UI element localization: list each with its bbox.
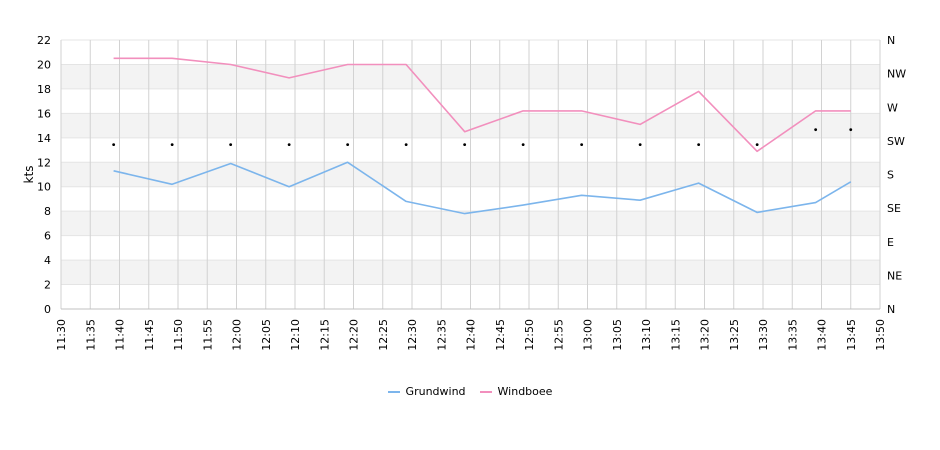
series-line-windboee (113, 57, 851, 153)
x-tick-label: 13:25 (728, 319, 741, 351)
direction-point (229, 143, 233, 147)
x-tick-label: 13:40 (816, 319, 829, 351)
y-tick-label: 14 (37, 132, 51, 145)
y2-tick-label: SW (887, 135, 905, 148)
direction-point (346, 143, 350, 147)
y-tick-label: 22 (37, 34, 51, 47)
y2-tick-label: NW (887, 68, 906, 81)
direction-point (404, 143, 408, 147)
x-tick-label: 13:35 (786, 319, 799, 351)
x-tick-label: 11:40 (114, 319, 127, 351)
y2-tick-label: N (887, 34, 895, 47)
direction-point (849, 128, 853, 132)
y-tick-label: 20 (37, 58, 51, 71)
direction-point (580, 143, 584, 147)
y-tick-label: 6 (44, 230, 51, 243)
y2-tick-label: SE (887, 202, 901, 215)
x-tick-label: 11:45 (143, 319, 156, 351)
direction-point (521, 143, 525, 147)
chart-legend: Grundwind Windboee (0, 385, 940, 398)
y-tick-label: 4 (44, 254, 51, 267)
x-tick-label: 12:15 (318, 319, 331, 351)
legend-item-windboee[interactable]: Windboee (479, 385, 553, 398)
x-tick-label: 13:30 (757, 319, 770, 351)
direction-point (697, 143, 701, 147)
legend-label-grundwind: Grundwind (405, 385, 466, 398)
y2-tick-label: NE (887, 269, 902, 282)
x-tick-label: 13:45 (845, 319, 858, 351)
direction-point (814, 128, 818, 132)
x-tick-label: 12:55 (552, 319, 565, 351)
y-tick-label: 8 (44, 205, 51, 218)
x-tick-label: 11:35 (84, 319, 97, 351)
y2-tick-label: W (887, 101, 898, 114)
x-tick-label: 12:20 (348, 319, 361, 351)
direction-point (755, 143, 759, 147)
series-line-grundwind (113, 161, 852, 215)
x-tick-label: 12:45 (494, 319, 507, 351)
y-tick-label: 0 (44, 303, 51, 316)
direction-point (463, 143, 467, 147)
x-tick-label: 13:05 (611, 319, 624, 351)
x-tick-label: 12:05 (260, 319, 273, 351)
y-tick-label: 18 (37, 83, 51, 96)
y-tick-label: 10 (37, 181, 51, 194)
x-tick-label: 12:35 (435, 319, 448, 351)
direction-point (170, 143, 174, 147)
direction-point (287, 143, 291, 147)
x-tick-label: 13:20 (699, 319, 712, 351)
legend-label-windboee: Windboee (497, 385, 553, 398)
x-tick-label: 12:50 (523, 319, 536, 351)
y-axis-title: kts (22, 166, 36, 184)
x-tick-label: 12:10 (289, 319, 302, 351)
x-tick-label: 13:10 (640, 319, 653, 351)
y-tick-label: 16 (37, 107, 51, 120)
direction-point (112, 143, 116, 147)
x-tick-label: 13:00 (582, 319, 595, 351)
x-tick-label: 11:50 (172, 319, 185, 351)
x-tick-label: 12:00 (231, 319, 244, 351)
legend-item-grundwind[interactable]: Grundwind (387, 385, 466, 398)
legend-swatch-grundwind (387, 390, 400, 393)
x-tick-label: 11:30 (55, 319, 68, 351)
y2-tick-label: N (887, 303, 895, 316)
direction-point (638, 143, 642, 147)
x-tick-label: 12:40 (465, 319, 478, 351)
legend-swatch-windboee (479, 390, 492, 393)
y-tick-label: 12 (37, 156, 51, 169)
x-tick-label: 12:30 (406, 319, 419, 351)
x-tick-label: 13:50 (874, 319, 887, 351)
x-tick-label: 12:25 (377, 319, 390, 351)
x-tick-label: 13:15 (669, 319, 682, 351)
x-tick-label: 11:55 (201, 319, 214, 351)
y2-tick-label: S (887, 169, 894, 182)
y-tick-label: 2 (44, 279, 51, 292)
y2-tick-label: E (887, 236, 894, 249)
